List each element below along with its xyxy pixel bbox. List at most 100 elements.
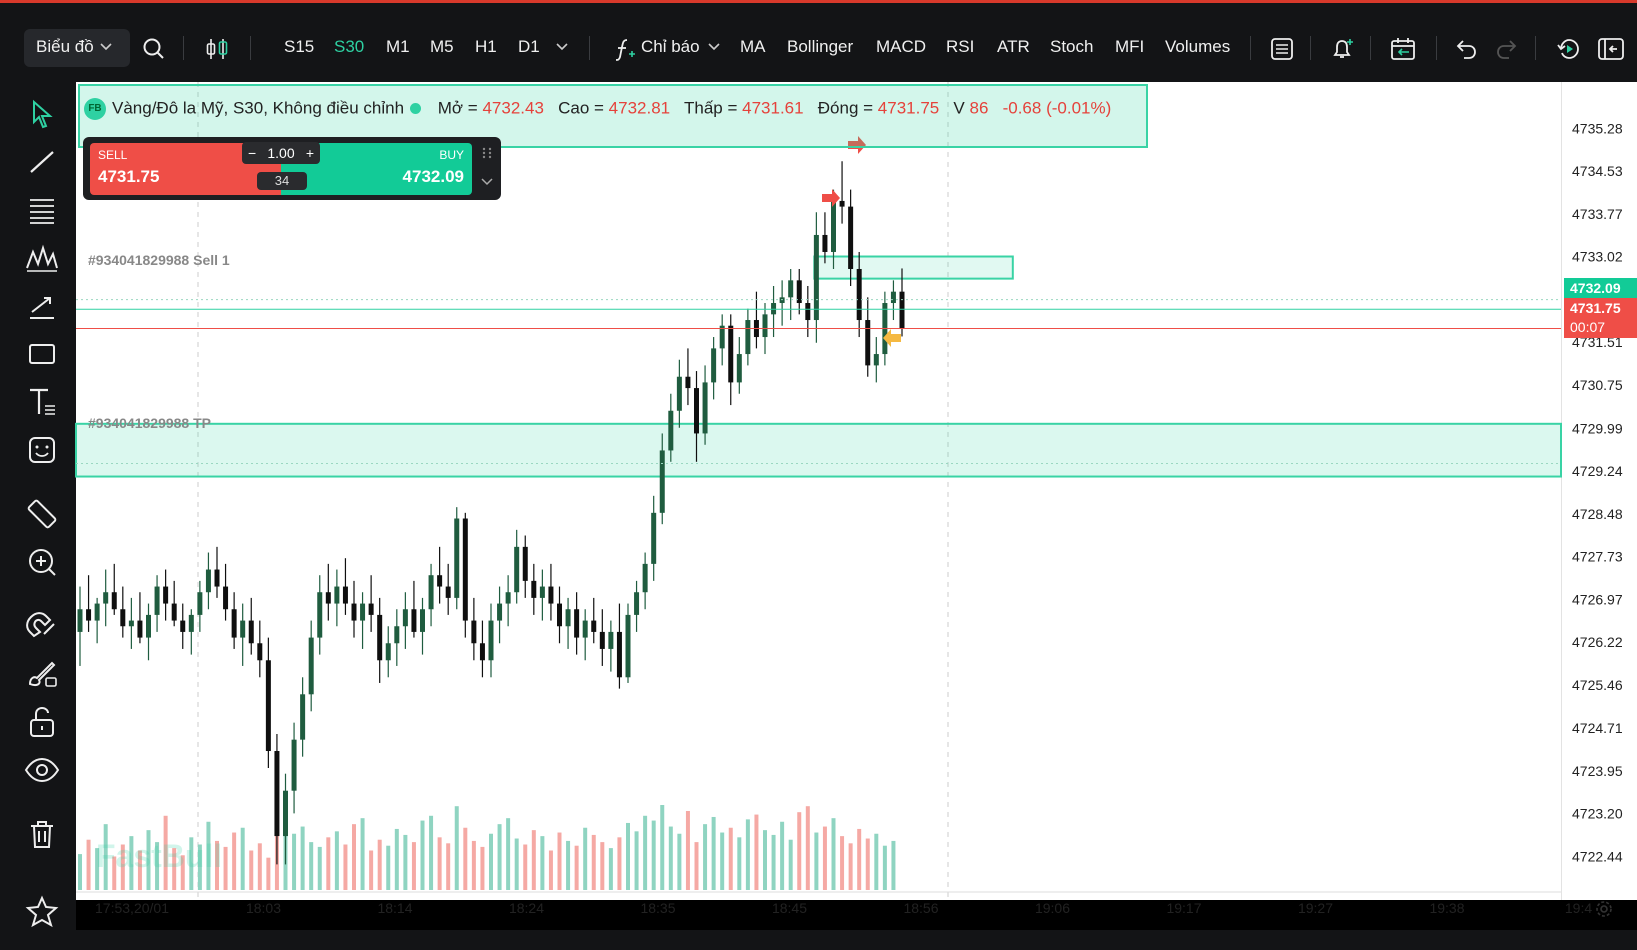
layout-icon[interactable] bbox=[1270, 37, 1294, 61]
pattern-icon[interactable] bbox=[22, 238, 62, 278]
candle-body bbox=[300, 694, 306, 740]
indicator-mfi[interactable]: MFI bbox=[1115, 37, 1145, 56]
volume-bar bbox=[566, 840, 571, 890]
candle-body bbox=[728, 325, 734, 383]
timeframe-m1[interactable]: M1 bbox=[386, 37, 410, 56]
volume-bar bbox=[822, 826, 827, 890]
qty-minus-button[interactable]: − bbox=[248, 145, 257, 161]
candle-body bbox=[839, 200, 845, 207]
drag-handle-icon[interactable] bbox=[481, 147, 493, 159]
qty-value[interactable]: 1.00 bbox=[267, 145, 295, 161]
indicator-volumes[interactable]: Volumes bbox=[1165, 37, 1231, 56]
trash-icon[interactable] bbox=[22, 814, 62, 854]
volume-bar bbox=[129, 836, 134, 890]
bottom-bar bbox=[76, 930, 1637, 950]
settings-gear-icon[interactable] bbox=[1595, 900, 1613, 918]
timeframe-d1[interactable]: D1 bbox=[518, 37, 540, 56]
candle-body bbox=[171, 603, 177, 621]
indicator-ma[interactable]: MA bbox=[740, 37, 766, 56]
change-value: -0.68 (-0.01%) bbox=[1002, 98, 1112, 118]
timeframe-s15[interactable]: S15 bbox=[284, 37, 315, 56]
eye-icon[interactable] bbox=[22, 750, 62, 790]
volume-bar bbox=[155, 842, 160, 890]
candle-body bbox=[257, 643, 263, 661]
chart-plot-area[interactable] bbox=[76, 82, 1561, 900]
volume-bar bbox=[146, 830, 151, 890]
indicators-menu[interactable]: Chỉ báo bbox=[641, 37, 700, 56]
trend-line-icon[interactable] bbox=[22, 142, 62, 182]
candle-body bbox=[454, 518, 460, 598]
close-label: Đóng = bbox=[817, 98, 874, 118]
y-tick-label: 4724.71 bbox=[1572, 720, 1623, 736]
timeframe-s30[interactable]: S30 bbox=[334, 37, 365, 56]
exit-fullscreen-icon[interactable] bbox=[1597, 36, 1625, 62]
volume-bar bbox=[429, 815, 434, 890]
indicator-bollinger[interactable]: Bollinger bbox=[787, 37, 854, 56]
candle-body bbox=[651, 512, 657, 564]
candle-body bbox=[522, 546, 528, 581]
volume-bar bbox=[137, 850, 142, 890]
tp-order-label[interactable]: #934041829988 TP bbox=[88, 415, 211, 431]
magnet-icon[interactable] bbox=[22, 606, 62, 646]
chevron-down-icon[interactable] bbox=[481, 178, 493, 186]
quantity-stepper[interactable]: − 1.00 + bbox=[242, 142, 320, 164]
candle-body bbox=[505, 592, 511, 604]
qty-plus-button[interactable]: + bbox=[305, 145, 314, 161]
x-tick-label: 18:03 bbox=[246, 900, 281, 916]
undo-icon[interactable] bbox=[1455, 37, 1479, 61]
chevron-down-icon[interactable] bbox=[708, 43, 720, 51]
volume-bar bbox=[197, 844, 202, 890]
volume-bar bbox=[180, 855, 185, 890]
redo-icon[interactable] bbox=[1494, 37, 1518, 61]
cursor-icon[interactable] bbox=[22, 94, 62, 134]
chart-type-label[interactable]: Biểu đồ bbox=[36, 37, 94, 56]
volume-bar bbox=[411, 842, 416, 890]
candle-body bbox=[437, 575, 443, 587]
indicator-stoch[interactable]: Stoch bbox=[1050, 37, 1094, 56]
fibonacci-icon[interactable] bbox=[22, 190, 62, 230]
indicator-rsi[interactable]: RSI bbox=[946, 37, 975, 56]
candle-body bbox=[557, 603, 562, 627]
chevron-down-icon[interactable] bbox=[100, 43, 112, 51]
chevron-down-icon[interactable] bbox=[556, 43, 568, 51]
volume-bar bbox=[514, 838, 519, 890]
zoom-in-icon[interactable] bbox=[22, 542, 62, 582]
y-tick-label: 4729.24 bbox=[1572, 463, 1623, 479]
chart-type-dropdown[interactable] bbox=[24, 29, 130, 67]
brush-lock-icon[interactable] bbox=[22, 654, 62, 694]
projection-icon[interactable] bbox=[22, 286, 62, 326]
upper-box-zone[interactable] bbox=[813, 255, 1014, 280]
volume-bar bbox=[531, 830, 536, 890]
ruler-icon[interactable] bbox=[22, 494, 62, 534]
candle-body bbox=[539, 586, 545, 598]
candle-body bbox=[788, 280, 794, 298]
emoji-icon[interactable] bbox=[22, 430, 62, 470]
price-axis[interactable] bbox=[1561, 82, 1637, 900]
volume-label: V bbox=[953, 98, 965, 118]
replay-icon[interactable] bbox=[1556, 36, 1582, 62]
sell-order-label[interactable]: #934041829988 Sell 1 bbox=[88, 252, 230, 268]
rectangle-icon[interactable] bbox=[22, 334, 62, 374]
timeframe-h1[interactable]: H1 bbox=[475, 37, 497, 56]
timeframe-m5[interactable]: M5 bbox=[430, 37, 454, 56]
tp-zone[interactable] bbox=[75, 422, 1562, 478]
text-icon[interactable] bbox=[22, 382, 62, 422]
volume-bar bbox=[446, 843, 451, 890]
unlock-icon[interactable] bbox=[22, 702, 62, 742]
function-icon[interactable] bbox=[613, 37, 635, 61]
candlestick-icon[interactable] bbox=[204, 36, 230, 62]
volume-bar bbox=[215, 840, 219, 890]
star-icon[interactable] bbox=[22, 892, 62, 932]
volume-bar bbox=[617, 837, 622, 890]
candle-body bbox=[146, 614, 151, 638]
volume-bar bbox=[112, 856, 117, 890]
search-icon[interactable] bbox=[142, 37, 166, 61]
volume-bar bbox=[163, 815, 168, 890]
candle-body bbox=[462, 518, 468, 621]
indicator-macd[interactable]: MACD bbox=[876, 37, 927, 56]
alert-bell-icon[interactable] bbox=[1330, 36, 1356, 62]
candle-body bbox=[736, 354, 742, 383]
volume-bar bbox=[420, 820, 425, 890]
indicator-atr[interactable]: ATR bbox=[997, 37, 1030, 56]
calendar-icon[interactable] bbox=[1390, 36, 1418, 62]
